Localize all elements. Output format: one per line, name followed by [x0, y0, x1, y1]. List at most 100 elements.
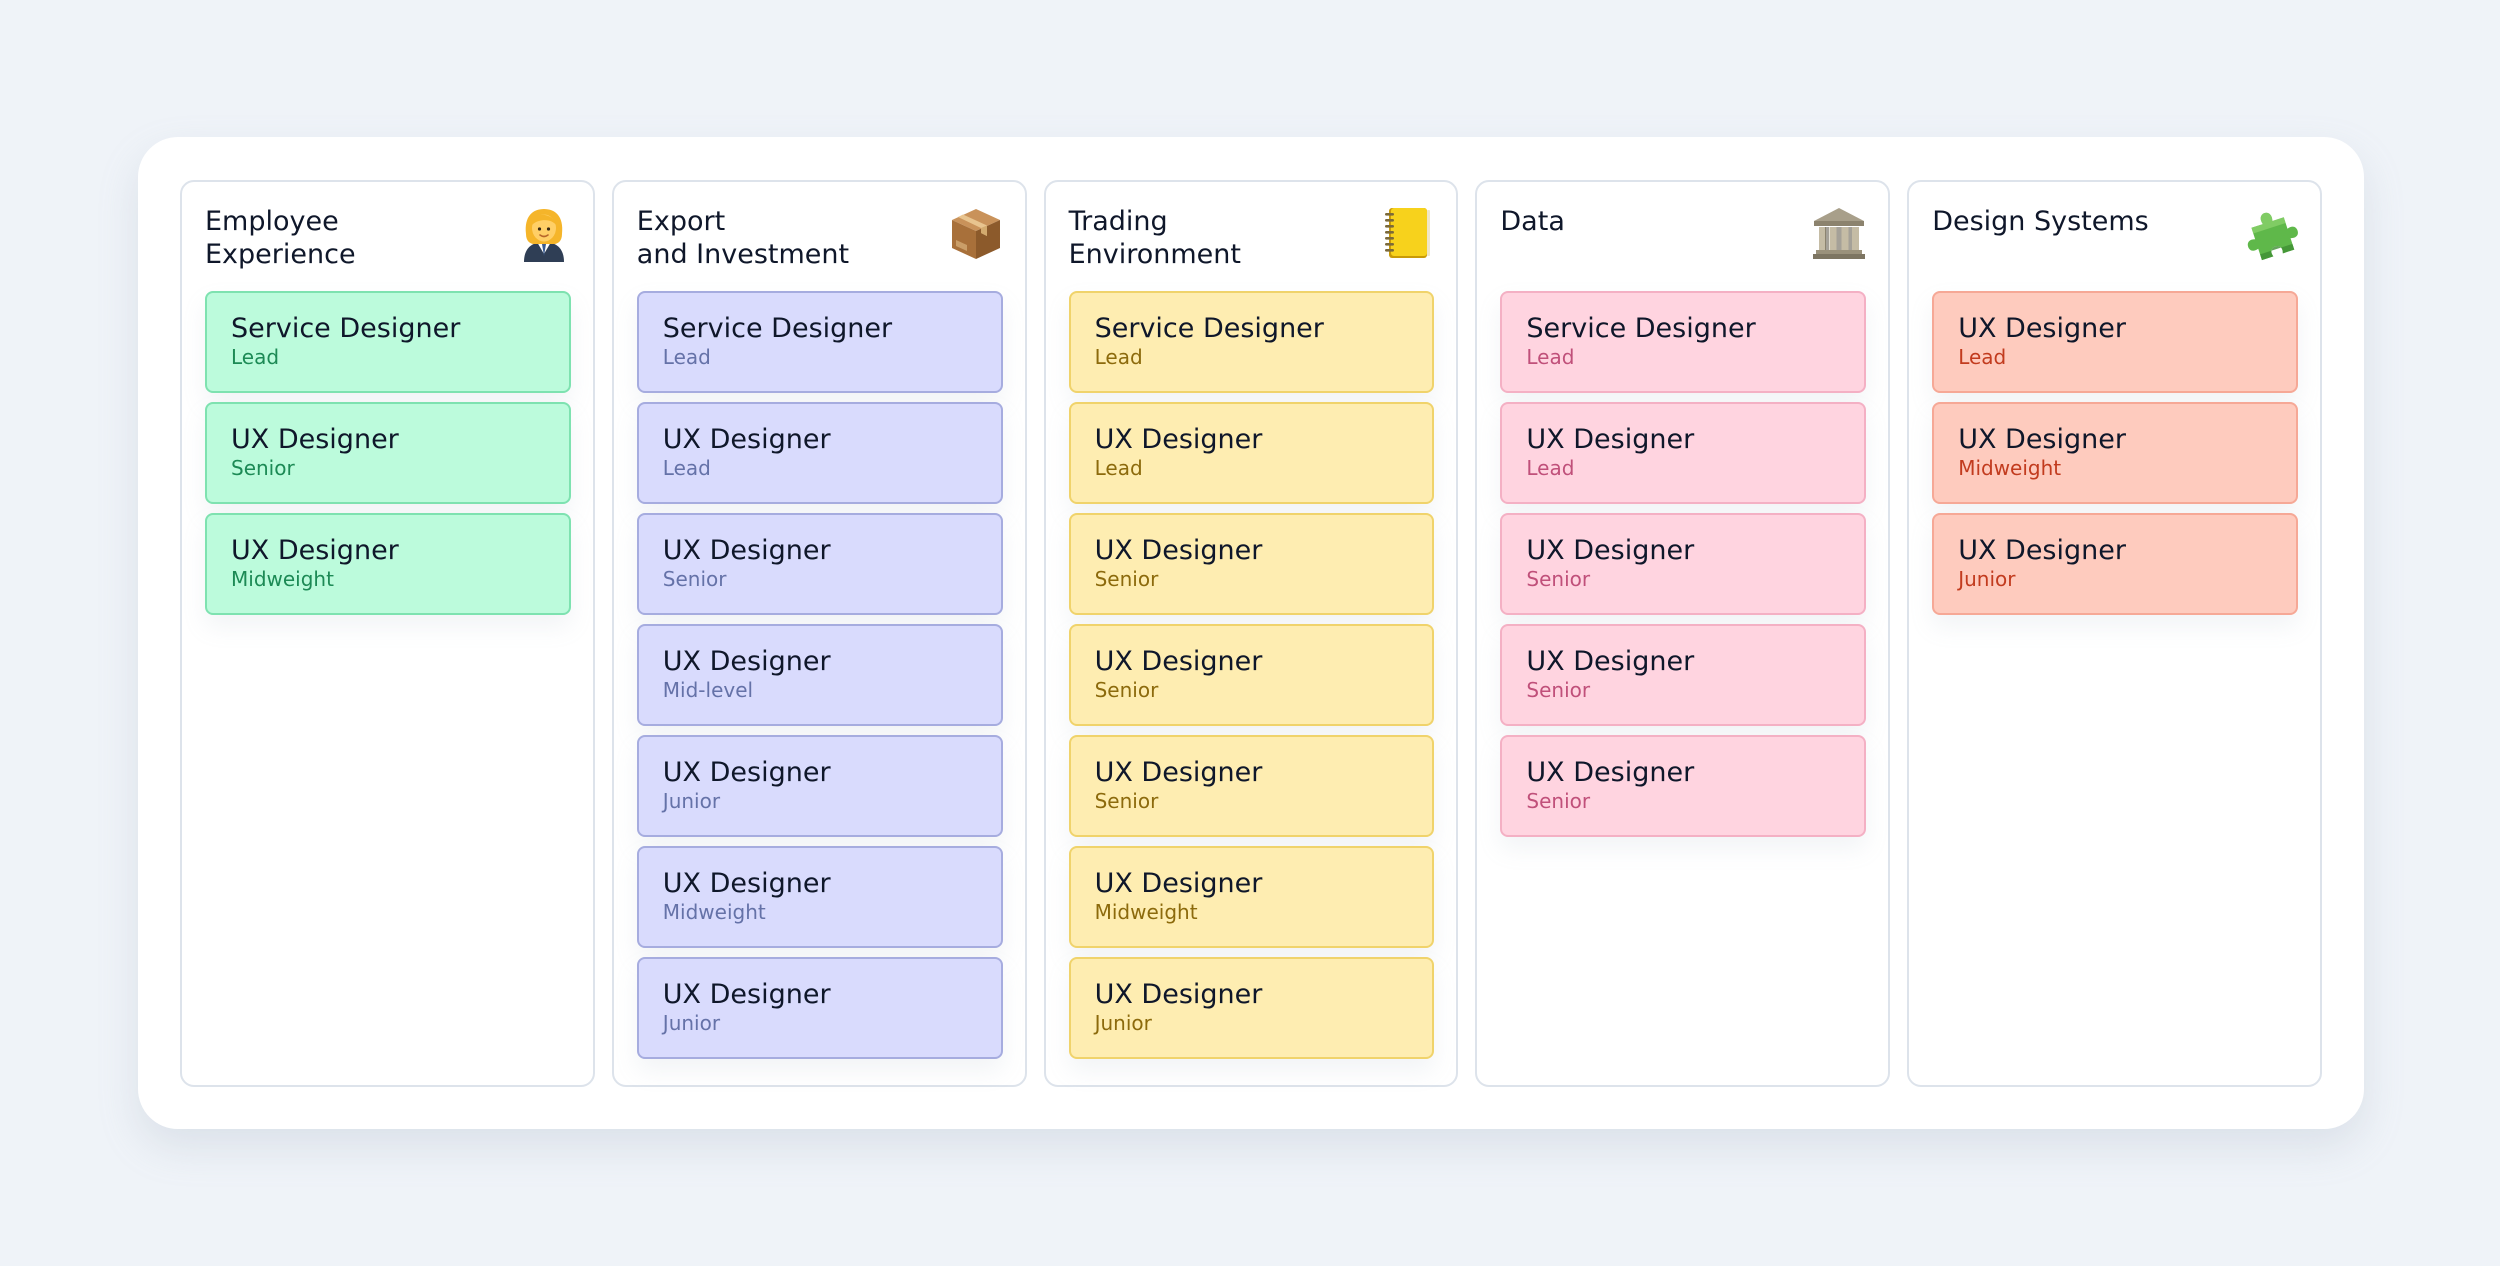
role-title: UX Designer — [1526, 424, 1695, 455]
puzzle-piece-icon — [2242, 204, 2300, 262]
woman-office-worker-icon — [515, 204, 573, 262]
card-list: Service Designer Lead UX Designer Lead UX De… — [1500, 291, 1867, 837]
role-title: UX Designer — [662, 868, 831, 899]
role-level: Lead — [231, 345, 280, 369]
role-level: Lead — [1526, 456, 1575, 480]
role-card[interactable]: UX Designer Mid-level — [636, 624, 1003, 726]
role-level: Midweight — [1094, 900, 1198, 924]
role-card[interactable]: UX Designer Midweight — [205, 513, 571, 615]
column-data: Data Service Designer Lead UX Designer Lead… — [1475, 180, 1891, 1087]
package-box-icon — [947, 204, 1005, 262]
card-list: UX Designer Lead UX Designer Midweight UX De… — [1932, 291, 2298, 615]
column-header: Data — [1500, 204, 1866, 291]
role-level: Lead — [1526, 345, 1575, 369]
role-title: UX Designer — [1958, 424, 2126, 455]
role-level: Mid-level — [662, 678, 754, 702]
role-card[interactable]: Service Designer Lead — [1068, 291, 1435, 393]
role-title: UX Designer — [1958, 313, 2126, 344]
role-title: UX Designer — [231, 424, 399, 455]
role-level: Senior — [1094, 789, 1159, 813]
column-title: Trading Environment — [1068, 206, 1241, 270]
role-card[interactable]: UX Designer Senior — [1500, 624, 1867, 726]
classical-building-icon — [1810, 204, 1868, 262]
role-level: Lead — [662, 345, 711, 369]
role-title: UX Designer — [1094, 424, 1263, 455]
role-title: UX Designer — [1526, 535, 1695, 566]
role-title: UX Designer — [1526, 646, 1695, 677]
role-title: Service Designer — [1094, 313, 1324, 344]
role-title: UX Designer — [662, 535, 831, 566]
role-level: Senior — [1094, 567, 1159, 591]
column-title: Employee Experience — [205, 206, 356, 270]
column-export-and-investment: Export and Investment Service Designer Le… — [611, 180, 1027, 1087]
column-header: Employee Experience — [205, 204, 571, 291]
role-card[interactable]: UX Designer Junior — [1068, 957, 1435, 1059]
role-title: UX Designer — [231, 535, 399, 566]
role-card[interactable]: UX Designer Lead — [1500, 402, 1867, 504]
role-card[interactable]: UX Designer Midweight — [636, 846, 1003, 948]
column-header: Design Systems — [1932, 204, 2298, 291]
role-level: Senior — [662, 567, 727, 591]
column-header: Trading Environment — [1069, 204, 1435, 291]
role-title: UX Designer — [1094, 757, 1263, 788]
role-card[interactable]: UX Designer Senior — [205, 402, 571, 504]
notebook-icon — [1378, 204, 1436, 262]
role-level: Lead — [1958, 345, 2007, 369]
team-board: Employee Experience Service Designer Lead… — [138, 137, 2364, 1129]
role-title: UX Designer — [1094, 868, 1263, 899]
role-title: UX Designer — [662, 424, 831, 455]
role-level: Senior — [1094, 678, 1159, 702]
role-level: Lead — [1094, 345, 1143, 369]
role-card[interactable]: UX Designer Lead — [636, 402, 1003, 504]
role-card[interactable]: UX Designer Senior — [1500, 513, 1867, 615]
role-card[interactable]: UX Designer Senior — [636, 513, 1003, 615]
card-list: Service Designer Lead UX Designer Lead UX De… — [1068, 291, 1435, 1059]
role-card[interactable]: UX Designer Senior — [1068, 513, 1435, 615]
role-title: UX Designer — [662, 979, 831, 1010]
role-card[interactable]: UX Designer Junior — [636, 957, 1003, 1059]
role-level: Midweight — [662, 900, 766, 924]
role-level: Lead — [1094, 456, 1143, 480]
column-trading-environment: Trading Environment Service Designer Lead… — [1043, 180, 1459, 1087]
role-title: Service Designer — [231, 313, 461, 344]
role-level: Junior — [1094, 1011, 1152, 1035]
role-title: UX Designer — [1094, 535, 1263, 566]
role-title: UX Designer — [662, 757, 831, 788]
role-card[interactable]: Service Designer Lead — [205, 291, 571, 393]
role-title: Service Designer — [1526, 313, 1756, 344]
role-level: Junior — [662, 1011, 721, 1035]
role-level: Junior — [1958, 567, 2016, 591]
role-level: Lead — [662, 456, 711, 480]
role-level: Senior — [1526, 789, 1591, 813]
role-title: Service Designer — [662, 313, 893, 344]
role-card[interactable]: UX Designer Senior — [1068, 624, 1435, 726]
role-card[interactable]: UX Designer Senior — [1068, 735, 1435, 837]
role-title: UX Designer — [1094, 979, 1263, 1010]
role-level: Midweight — [231, 567, 334, 591]
column-title: Data — [1500, 206, 1565, 237]
role-title: UX Designer — [662, 646, 831, 677]
role-title: UX Designer — [1094, 646, 1263, 677]
role-level: Junior — [662, 789, 721, 813]
column-design-systems: Design Systems UX Designer Lead UX Designe… — [1907, 180, 2322, 1087]
column-title: Export and Investment — [636, 206, 850, 270]
column-header: Export and Investment — [637, 204, 1003, 291]
role-level: Senior — [1526, 678, 1591, 702]
role-level: Senior — [1526, 567, 1591, 591]
role-card[interactable]: UX Designer Junior — [636, 735, 1003, 837]
role-card[interactable]: UX Designer Lead — [1932, 291, 2298, 393]
role-card[interactable]: UX Designer Midweight — [1068, 846, 1435, 948]
role-card[interactable]: UX Designer Senior — [1500, 735, 1867, 837]
role-title: UX Designer — [1526, 757, 1695, 788]
column-employee-experience: Employee Experience Service Designer Lead… — [180, 180, 595, 1087]
role-card[interactable]: Service Designer Lead — [1500, 291, 1867, 393]
card-list: Service Designer Lead UX Designer Lead UX De… — [636, 291, 1003, 1059]
role-title: UX Designer — [1958, 535, 2126, 566]
role-level: Senior — [231, 456, 295, 480]
role-card[interactable]: UX Designer Junior — [1932, 513, 2298, 615]
role-level: Midweight — [1958, 456, 2062, 480]
column-title: Design Systems — [1932, 206, 2149, 237]
role-card[interactable]: Service Designer Lead — [636, 291, 1003, 393]
role-card[interactable]: UX Designer Lead — [1068, 402, 1435, 504]
role-card[interactable]: UX Designer Midweight — [1932, 402, 2298, 504]
